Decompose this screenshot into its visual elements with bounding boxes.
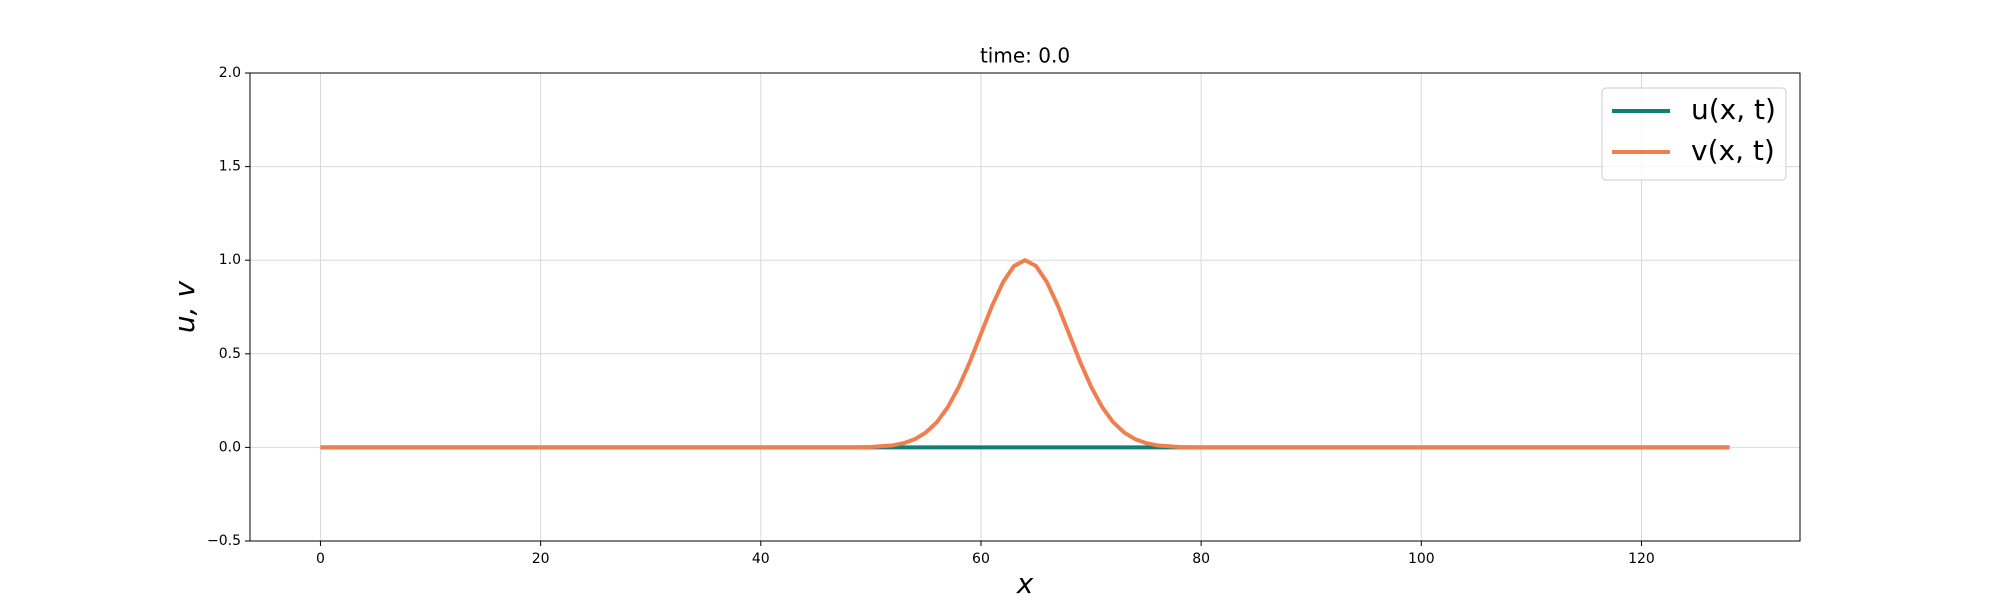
x-tick-label: 60 [972,551,990,567]
legend: u(x, t) v(x, t) [1601,87,1787,181]
y-tick-label: 0.0 [219,439,241,455]
plot-frame [249,72,1801,542]
x-axis-label: x [1016,567,1034,600]
y-tick-label: 1.0 [219,252,241,268]
series-line [320,258,1730,450]
y-axis-label: u, v [168,281,201,334]
x-tick-label: 100 [1408,551,1435,567]
y-tick-label: −0.5 [207,533,241,549]
y-tick-label: 2.0 [219,65,241,81]
y-tick-label: 0.5 [219,346,241,362]
chart-title: time: 0.0 [980,44,1070,68]
legend-label: v(x, t) [1691,134,1775,167]
x-tick-label: 20 [532,551,550,567]
y-tick-label: 1.5 [219,159,241,175]
x-tick-label: 0 [316,551,325,567]
x-tick-label: 80 [1192,551,1210,567]
legend-label: u(x, t) [1691,93,1776,126]
x-tick-label: 40 [752,551,770,567]
x-tick-label: 120 [1628,551,1655,567]
